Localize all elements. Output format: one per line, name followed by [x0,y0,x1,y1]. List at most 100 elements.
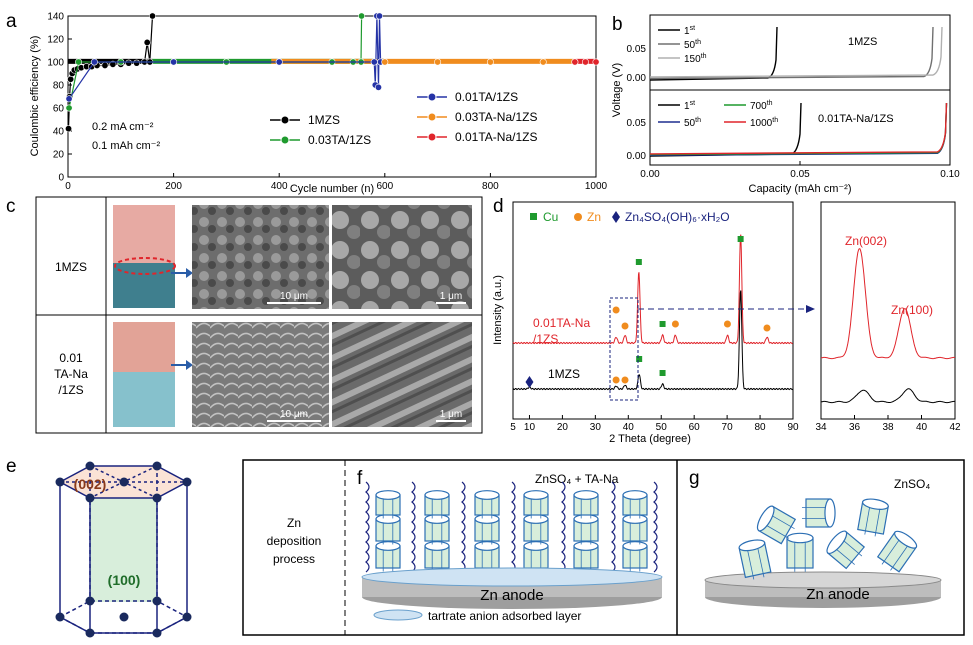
panel-label-b: b [612,14,623,35]
zhs-peak-marker [525,376,534,388]
hcp-atom [182,477,192,487]
stacked-crystal-middle [622,514,648,545]
b-bottom-legend-label: 1st [684,100,695,112]
layer-legend-text: tartrate anion adsorbed layer [428,609,581,623]
b-top-legend-label: 50th [684,39,701,51]
cu-peak-marker [635,259,642,265]
b-bottom-curve-0 [649,102,802,157]
deposition-label-1: Zn [287,516,301,530]
crystal-edge [881,539,900,565]
panel-c-sem-grid: 1MZS 0.01 TA-Na /1ZS [35,196,483,434]
b-top-legend-label: 150th [684,53,707,65]
hcp-atom [85,493,95,503]
zn-peak-marker [621,322,629,330]
b-ytick-bottom: 0.00 [627,151,647,162]
a-legend-label-1: 0.03TA/1ZS [308,133,371,147]
crystal-edge [747,549,755,580]
crystal-top [756,505,775,532]
d-curve-1mzs [512,290,794,391]
panel-b-curves [649,26,948,157]
a-point [125,59,133,67]
d-zoom-xtick-label: 34 [815,422,827,433]
a-xtick-label: 1000 [585,181,608,192]
hcp-atom [85,461,95,471]
a-xtick-label: 600 [376,181,393,192]
d-xtick-label: 40 [623,422,635,433]
scalebar-4: 1 μm [440,409,462,420]
a-point [592,58,600,66]
hcp-atoms [55,461,192,638]
panel-f-adsorbed-layer [361,567,663,587]
panel-c-row-2-label-line2: TA-Na [54,367,88,381]
zn-peak-marker [763,324,771,332]
a-ytick-label: 60 [53,104,65,115]
random-crystal [876,530,918,573]
panel-a-condition-1: 0.2 mA cm⁻² [92,121,154,133]
scalebar-1: 10 μm [280,291,308,302]
crystal-top [375,541,401,551]
tartrate-chain [365,481,370,573]
panel-b-bottom-label: 0.01TA-Na/1ZS [818,113,894,125]
random-crystal [756,505,797,545]
b-ytick-bottom: 0.05 [627,118,647,129]
d-xtick-label: 90 [787,422,799,433]
a-point [143,38,151,46]
cu-peak-marker [737,236,744,242]
a-legend-marker-2 [427,92,437,102]
crystal-top [824,498,836,528]
sem-image-ta-na-high [332,322,472,427]
crystal-edge [771,515,795,530]
hcp-atom [55,477,65,487]
panel-a-xlabel: Cycle number (n) [290,183,374,195]
panel-label-g: g [689,468,700,489]
a-point [434,58,442,66]
panel-d-xrd: 5 10 20 30 40 50 60 70 80 90 34 36 38 40 42 Cu Zn Zn₄SO₄… [492,201,961,445]
b-top-curve-1 [649,26,934,80]
panel-c-scalebars: 10 μm 1 μm 10 μm 1 μm [267,291,466,422]
panel-a-x-ticks: 0 200 400 600 800 1000 [65,173,608,192]
panel-a-legend: 1MZS 0.03TA/1ZS 0.01TA/1ZS 0.03TA-Na/1ZS 0.0… [270,90,537,147]
d-zoom-xtick-label: 38 [882,422,894,433]
hcp-atom [119,477,129,487]
panel-label-e: e [6,456,17,477]
crystal-top [573,514,599,524]
d-xtick-label: 5 [510,422,516,433]
b-bottom-curve-3 [649,102,948,155]
d-legend-zn-label: Zn [587,210,601,224]
stacked-crystal-lower [523,541,549,572]
crystal-edge [757,547,765,578]
a-point [539,58,547,66]
panel-c-arrow-2 [171,360,193,370]
panel-a-chart: 0 20 40 60 80 100 120 140 0 200 400 600 800 1000 Cyc… [29,12,608,196]
facet-label-002: (002) [74,476,107,492]
crystal-edge [836,548,855,565]
facet-label-100: (100) [108,572,141,588]
stacked-crystal-middle [474,514,500,545]
a-point [486,58,494,66]
hcp-atom [152,493,162,503]
d-zoom-curve-ta-na [820,248,955,360]
a-legend-label-2: 0.01TA/1ZS [455,90,518,104]
a-point [275,58,283,66]
crystal-top [862,498,889,510]
panel-a-condition-2: 0.1 mAh cm⁻² [92,140,160,152]
panel-label-d: d [493,196,504,217]
hcp-atom [55,612,65,622]
crystal-edge [890,545,909,571]
a-series-line-2 [68,15,382,100]
stacked-crystal-upper [375,490,401,519]
crystal-top [738,539,766,552]
random-crystal [738,539,772,580]
d-xtick-label: 70 [722,422,734,433]
panel-c-row-2-label-line1: 0.01 [59,351,83,365]
a-point [101,61,109,69]
stacked-crystal-middle [375,514,401,545]
a-point [133,59,141,67]
stacked-crystal-middle [424,514,450,545]
panel-d-xlabel: 2 Theta (degree) [609,433,691,445]
stacked-crystal-upper [622,490,648,519]
random-crystal [826,530,866,570]
stacked-crystal-lower [375,541,401,572]
hcp-atom [152,461,162,471]
cu-peak-marker [636,356,643,362]
